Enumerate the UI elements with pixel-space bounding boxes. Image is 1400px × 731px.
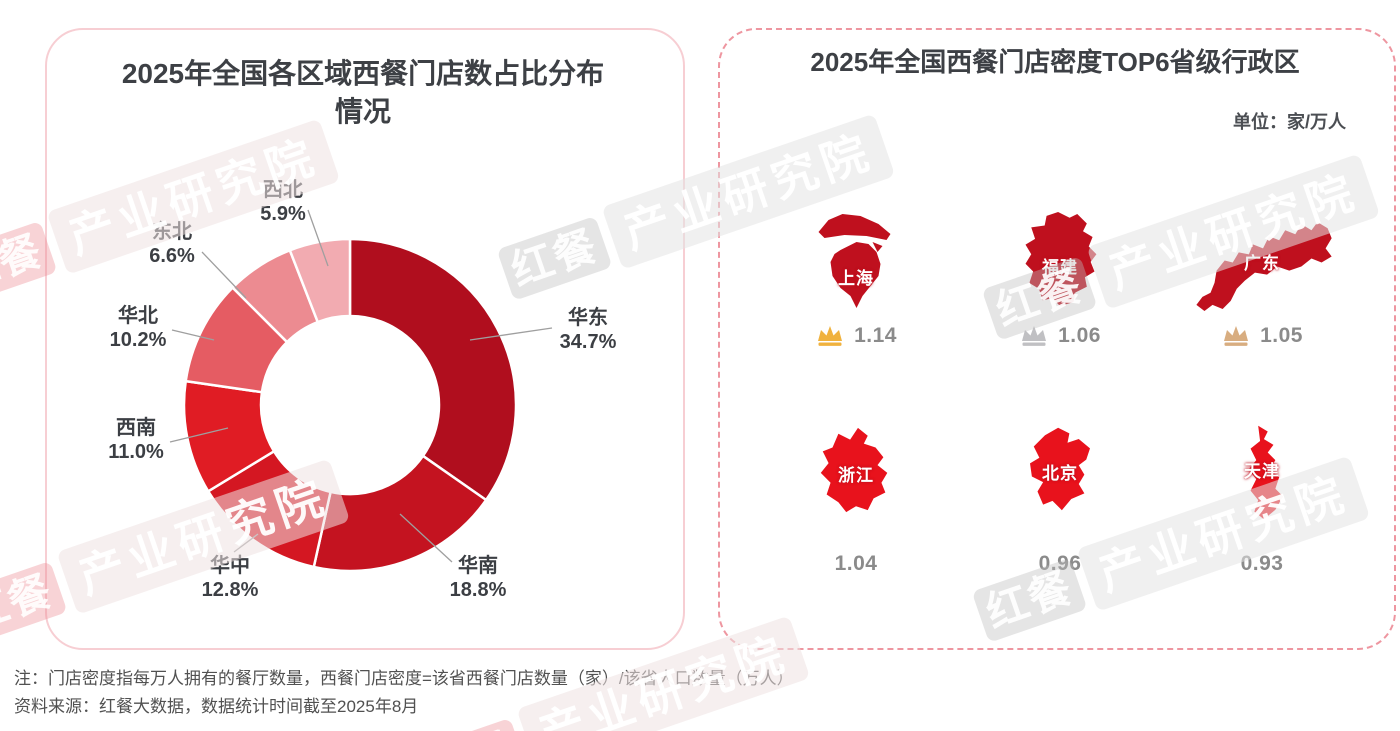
density-value-row: 1.05: [1221, 324, 1303, 348]
donut-label-华北: 华北 10.2%: [110, 304, 167, 352]
density-value: 1.04: [834, 552, 878, 575]
province-name-label: 广东: [1244, 254, 1280, 274]
province-name-label: 天津: [1244, 461, 1280, 481]
province-map-fujian: 福建: [1014, 208, 1106, 316]
donut-label-name: 华东: [568, 307, 608, 329]
province-map-tianjin: 天津: [1214, 420, 1310, 528]
donut-label-name: 西北: [263, 179, 303, 201]
donut-label-value: 10.2%: [109, 329, 167, 351]
footnote-definition: 注：门店密度指每万人拥有的餐厅数量，西餐门店密度=该省西餐门店数量（家）/该省人…: [14, 669, 794, 688]
donut-label-value: 34.7%: [559, 331, 617, 353]
density-value-row: 0.96: [1039, 552, 1082, 576]
province-silhouette-fujian: [1025, 212, 1097, 306]
density-top6-panel: [718, 28, 1396, 650]
province-map-zhejiang: 浙江: [811, 420, 901, 528]
donut-label-西北: 西北 5.9%: [260, 178, 306, 226]
province-tile-guangdong: 广东 1.05: [1177, 208, 1347, 348]
density-value: 1.05: [1260, 324, 1303, 347]
left-panel-title-line1: 2025年全国各区域西餐门店数占比分布: [121, 58, 605, 90]
donut-label-value: 12.8%: [201, 579, 259, 601]
unit-label: 单位：家/万人: [1232, 112, 1346, 132]
province-map-shape-shanghai: [818, 214, 890, 308]
province-map-beijing: 北京: [1015, 420, 1105, 528]
donut-label-value: 5.9%: [260, 203, 306, 225]
footnote-source: 资料来源：红餐大数据，数据统计时间截至2025年8月: [14, 697, 419, 716]
donut-label-东北: 东北 6.6%: [149, 220, 195, 268]
donut-label-name: 东北: [152, 221, 192, 243]
donut-label-name: 西南: [115, 417, 156, 439]
region-share-panel: [45, 28, 685, 650]
province-map-shanghai: 上海: [809, 208, 904, 316]
province-tile-zhejiang: 浙江 1.04: [771, 420, 941, 576]
left-panel-title: 2025年全国各区域西餐门店数占比分布 情况: [45, 55, 681, 131]
donut-label-华东: 华东 34.7%: [560, 306, 617, 354]
donut-label-name: 华北: [118, 305, 158, 327]
density-value-row: 0.93: [1241, 552, 1284, 576]
donut-label-value: 11.0%: [108, 441, 164, 463]
donut-label-华中: 华中 12.8%: [202, 554, 259, 602]
density-value-row: 1.04: [835, 552, 878, 576]
density-value-row: 1.14: [815, 324, 897, 348]
density-value-row: 1.06: [1019, 324, 1101, 348]
province-map-guangdong: 广东: [1186, 208, 1338, 316]
crown-icon-silver: [1022, 326, 1047, 346]
donut-label-西南: 西南 11.0%: [108, 416, 164, 464]
watermark-logo-badge: 红餐: [411, 717, 528, 731]
province-silhouette-shanghai: [818, 214, 890, 308]
donut-label-name: 华中: [210, 555, 250, 577]
province-tile-beijing: 北京 0.96: [975, 420, 1145, 576]
donut-segment-华东: [348, 238, 517, 502]
province-map-shape-beijing: [1030, 427, 1090, 511]
province-name-label: 上海: [838, 269, 874, 289]
province-map-shape-fujian: [1025, 212, 1097, 306]
donut-label-value: 18.8%: [449, 579, 507, 601]
province-tile-shanghai: 上海 1.14: [771, 208, 941, 348]
crown-icon-bronze: [1224, 326, 1249, 346]
density-value: 0.96: [1038, 552, 1082, 575]
density-value: 1.06: [1058, 324, 1101, 347]
province-tile-tianjin: 天津 0.93: [1177, 420, 1347, 576]
crown-icon-gold: [818, 326, 843, 346]
province-silhouette-beijing: [1030, 427, 1090, 511]
density-value: 0.93: [1240, 552, 1284, 575]
left-panel-title-line2: 情况: [334, 96, 391, 128]
province-tile-fujian: 福建 1.06: [975, 208, 1145, 348]
donut-label-华南: 华南 18.8%: [450, 554, 507, 602]
province-name-label: 浙江: [838, 466, 874, 486]
donut-label-name: 华南: [458, 555, 498, 577]
donut-label-value: 6.6%: [149, 245, 195, 267]
province-name-label: 福建: [1042, 258, 1078, 278]
province-map-shape-zhejiang: [820, 427, 888, 513]
density-value: 1.14: [854, 324, 897, 347]
province-silhouette-zhejiang: [820, 427, 888, 513]
donut-chart: [183, 238, 517, 572]
province-name-label: 北京: [1042, 463, 1078, 483]
right-panel-title: 2025年全国西餐门店密度TOP6省级行政区: [810, 46, 1300, 77]
